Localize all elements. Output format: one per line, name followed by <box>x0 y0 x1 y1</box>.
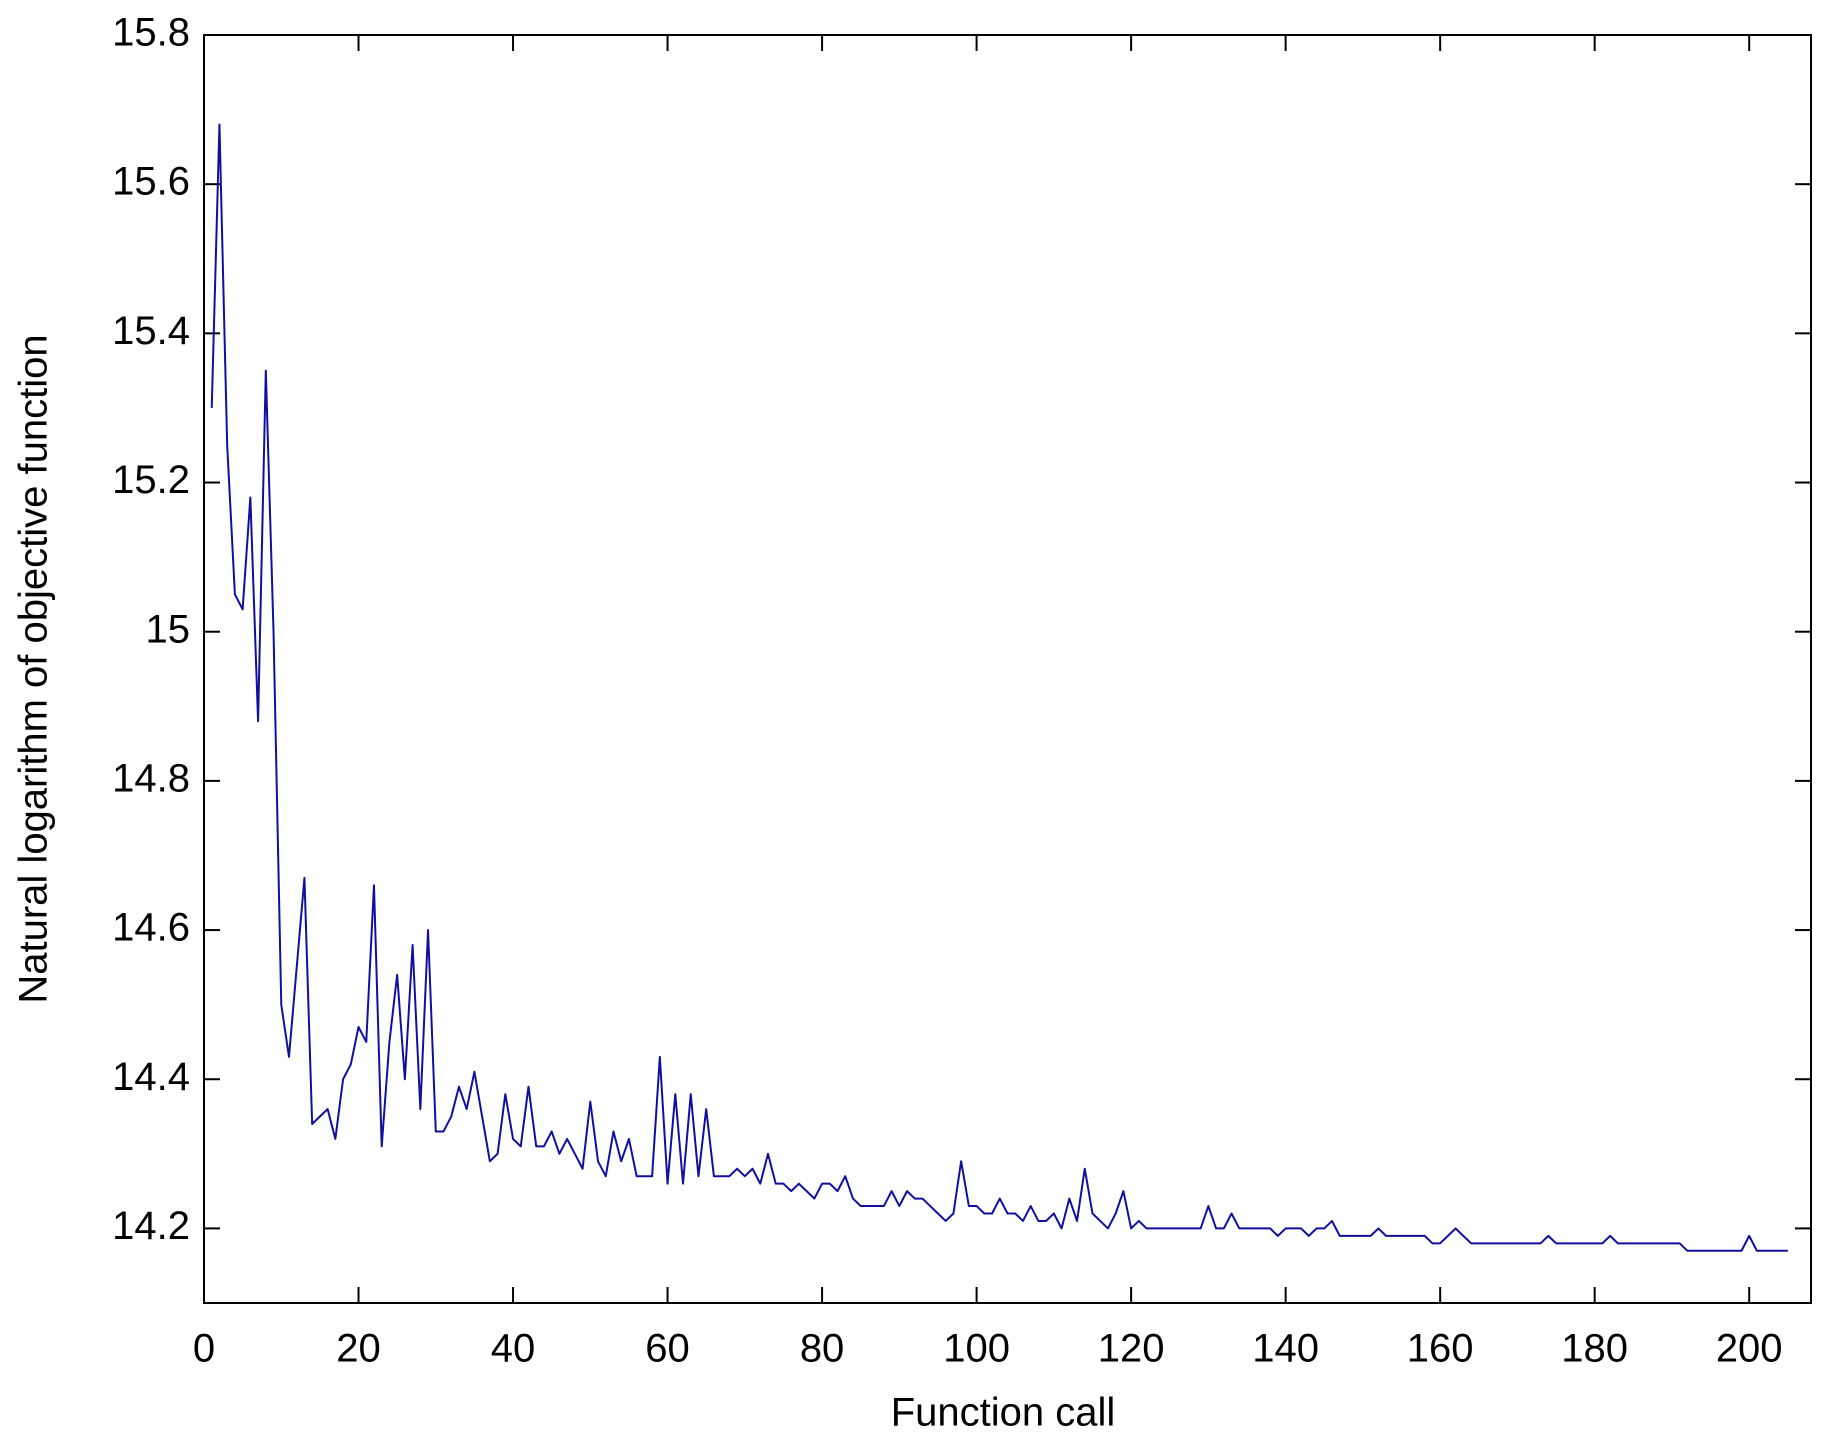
data-line <box>210 123 1788 1252</box>
y-axis-label: Natural logarithm of objective function <box>12 334 56 1003</box>
x-tick-label: 60 <box>645 1327 690 1371</box>
y-tick-label: 14.6 <box>112 906 190 950</box>
y-tick-label: 15 <box>146 607 191 651</box>
x-tick-label: 80 <box>800 1327 845 1371</box>
y-tick-label: 15.6 <box>112 160 190 204</box>
x-tick-label: 180 <box>1561 1327 1628 1371</box>
x-tick-label: 20 <box>336 1327 381 1371</box>
plot-frame <box>203 34 1812 1304</box>
x-axis-label: Function call <box>891 1391 1116 1435</box>
y-tick-label: 14.2 <box>112 1204 190 1248</box>
x-tick-label: 160 <box>1407 1327 1474 1371</box>
x-tick-label: 120 <box>1098 1327 1165 1371</box>
y-tick-label: 14.4 <box>112 1055 190 1099</box>
x-tick-label: 140 <box>1252 1327 1319 1371</box>
y-tick-label: 15.4 <box>112 309 190 353</box>
y-tick-label: 14.8 <box>112 756 190 800</box>
y-tick-label: 15.2 <box>112 458 190 502</box>
y-tick-label: 15.8 <box>112 11 190 55</box>
x-tick-label: 100 <box>943 1327 1010 1371</box>
x-tick-label: 40 <box>491 1327 536 1371</box>
x-tick-label: 200 <box>1716 1327 1783 1371</box>
x-tick-label: 0 <box>193 1327 215 1371</box>
